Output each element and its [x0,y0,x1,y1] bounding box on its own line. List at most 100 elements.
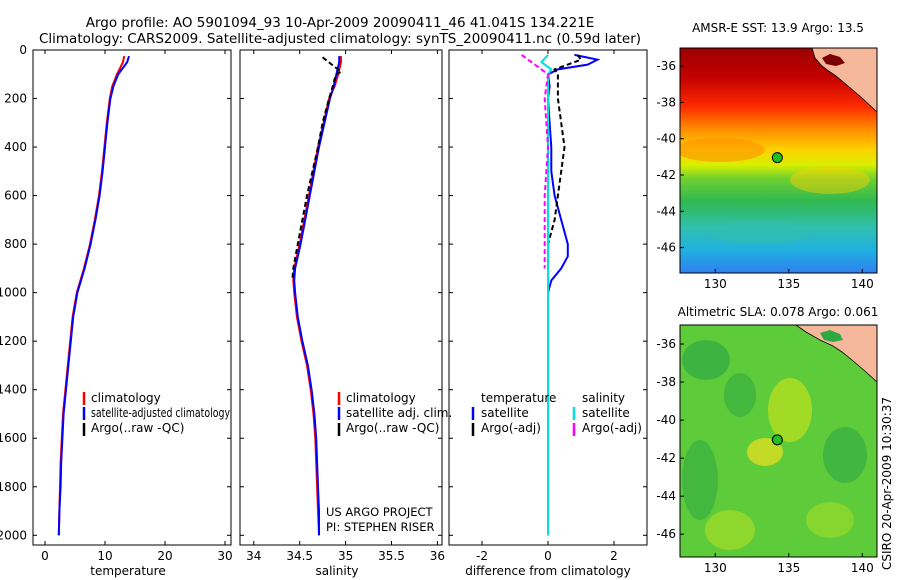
salinity-legend: climatology satellite adj. clim. Argo(..… [337,391,452,436]
sst-coastline [811,48,877,113]
series-line-temperature-satellite [546,53,601,536]
depth-tick-label: 0 [19,43,27,57]
x-tick-label: 0 [544,549,552,563]
x-tick-label: 35 [338,549,353,563]
depth-tick-label: 1400 [0,383,27,397]
sst-map-frame [679,47,878,274]
x-tick-label: 2 [610,549,618,563]
sla-low-anomaly [682,440,718,520]
sla-high-anomaly [806,502,854,538]
sla-high-anomaly [747,438,783,466]
depth-tick-label: 800 [4,237,27,251]
legend-label-climatology: climatology [91,391,161,405]
depth-tick-label: 1000 [0,286,27,300]
map-y-tick-label: -38 [656,375,676,389]
sla-coastline [795,325,877,383]
argo-float-marker [771,434,783,446]
sla-map-title: Altimetric SLA: 0.078 Argo: 0.061 [678,305,879,319]
sla-high-anomaly [768,378,812,442]
map-y-tick-label: -40 [656,132,676,146]
sst-warm-anomaly [680,138,765,162]
x-tick-label: 36 [430,549,445,563]
difference-axes-frame [448,49,648,546]
legend-label-temp-argo: Argo(-adj) [481,421,541,435]
sla-gulf-water [820,330,843,342]
pi-annotation: PI: STEPHEN RISER [326,520,435,534]
map-x-tick-label: 140 [851,561,874,575]
series-line-salinity-argo-adj- [521,54,550,269]
series-line-satellite-adjusted-climatology [57,55,130,536]
salinity-panel: 34 34.5 35 35.5 36 salinity climatology sate… [239,49,452,578]
depth-axis-labels: 0 200 400 600 800 1000 1200 1400 1600 1800 2000 [0,43,27,542]
figure-title-line1: Argo profile: AO 5901094_93 10-Apr-2009 … [86,15,595,31]
depth-tick-label: 600 [4,189,27,203]
figure-title-line2: Climatology: CARS2009. Satellite-adjuste… [39,31,641,47]
sst-map-title: AMSR-E SST: 13.9 Argo: 13.5 [692,21,864,35]
series-line-climatology [57,55,126,536]
series-line-satellite-adj-clim- [293,56,341,536]
x-tick-label: 20 [157,549,172,563]
project-annotation: US ARGO PROJECT [326,505,434,519]
legend-label-satellite: satellite-adjusted climatology [91,406,230,420]
temperature-xlabel: temperature [90,564,165,578]
series-line-salinity-satellite [539,54,553,536]
depth-tick-label: 400 [4,140,27,154]
map-x-tick-label: 135 [777,277,800,291]
difference-panel: -2 0 2 difference from climatology tempera… [448,49,648,578]
map-y-tick-label: -36 [656,337,676,351]
sst-warm-anomaly [790,166,870,194]
sla-map-axes: 130 135 140 -36 -38 -40 -42 -44 -46 [656,337,873,575]
difference-legend: temperature satellite Argo(-adj) salinit… [471,391,642,436]
depth-tick-label: 2000 [0,528,27,542]
sst-gulf-water [822,54,845,66]
depth-tick-label: 200 [4,92,27,106]
salinity-axes-frame [239,49,443,546]
sst-cool-anomaly [710,220,810,244]
legend-label-argo: Argo(..raw -QC) [91,421,184,435]
map-y-tick-label: -44 [656,489,676,503]
series-line-argo-raw-qc- [291,56,343,281]
x-tick-label: 34 [246,549,261,563]
legend-label-satellite: satellite adj. clim. [346,406,452,420]
map-y-tick-label: -38 [656,95,676,109]
map-x-tick-label: 130 [704,277,727,291]
depth-tick-label: 1800 [0,480,27,494]
map-y-tick-label: -42 [656,451,676,465]
map-y-tick-label: -44 [656,204,676,218]
map-y-tick-label: -40 [656,413,676,427]
map-y-tick-label: -36 [656,59,676,73]
legend-title-temperature: temperature [481,391,556,405]
map-x-tick-label: 130 [704,561,727,575]
map-y-tick-label: -46 [656,527,676,541]
legend-label-climatology: climatology [346,391,416,405]
sla-land-mass [796,325,877,382]
difference-xlabel: difference from climatology [465,564,631,578]
sst-map-axes: 130 135 140 -36 -38 -40 -42 -44 -46 [656,59,873,291]
depth-tick-label: 1200 [0,334,27,348]
map-y-tick-label: -42 [656,168,676,182]
sla-low-anomaly [823,427,867,483]
sla-map: Altimetric SLA: 0.078 Argo: 0.061 130 135… [656,305,878,575]
x-tick-label: 10 [97,549,112,563]
sla-map-frame [679,324,878,558]
x-tick-label: 0 [41,549,49,563]
temperature-axes-frame [32,49,232,546]
temperature-panel: 0 10 20 30 temperature climatology satellit… [32,49,233,578]
map-x-tick-label: 140 [851,277,874,291]
map-y-tick-label: -46 [656,241,676,255]
side-timestamp-label: CSIRO 20-Apr-2009 10:30:37 [880,397,894,570]
legend-label-argo: Argo(..raw -QC) [346,421,439,435]
argo-float-marker [771,152,783,164]
temperature-legend: climatology satellite-adjusted climatolo… [82,391,230,436]
map-x-tick-label: 135 [777,561,800,575]
x-tick-label: 30 [217,549,232,563]
legend-label-sal-argo: Argo(-adj) [582,421,642,435]
sla-low-anomaly [724,373,756,417]
sla-high-anomaly [705,510,755,550]
sst-map: AMSR-E SST: 13.9 Argo: 13.5 130 135 140 -36… [656,21,878,291]
x-tick-label: -2 [476,549,488,563]
salinity-xlabel: salinity [315,564,358,578]
x-tick-label: 35.5 [378,549,405,563]
x-tick-label: 34.5 [286,549,313,563]
